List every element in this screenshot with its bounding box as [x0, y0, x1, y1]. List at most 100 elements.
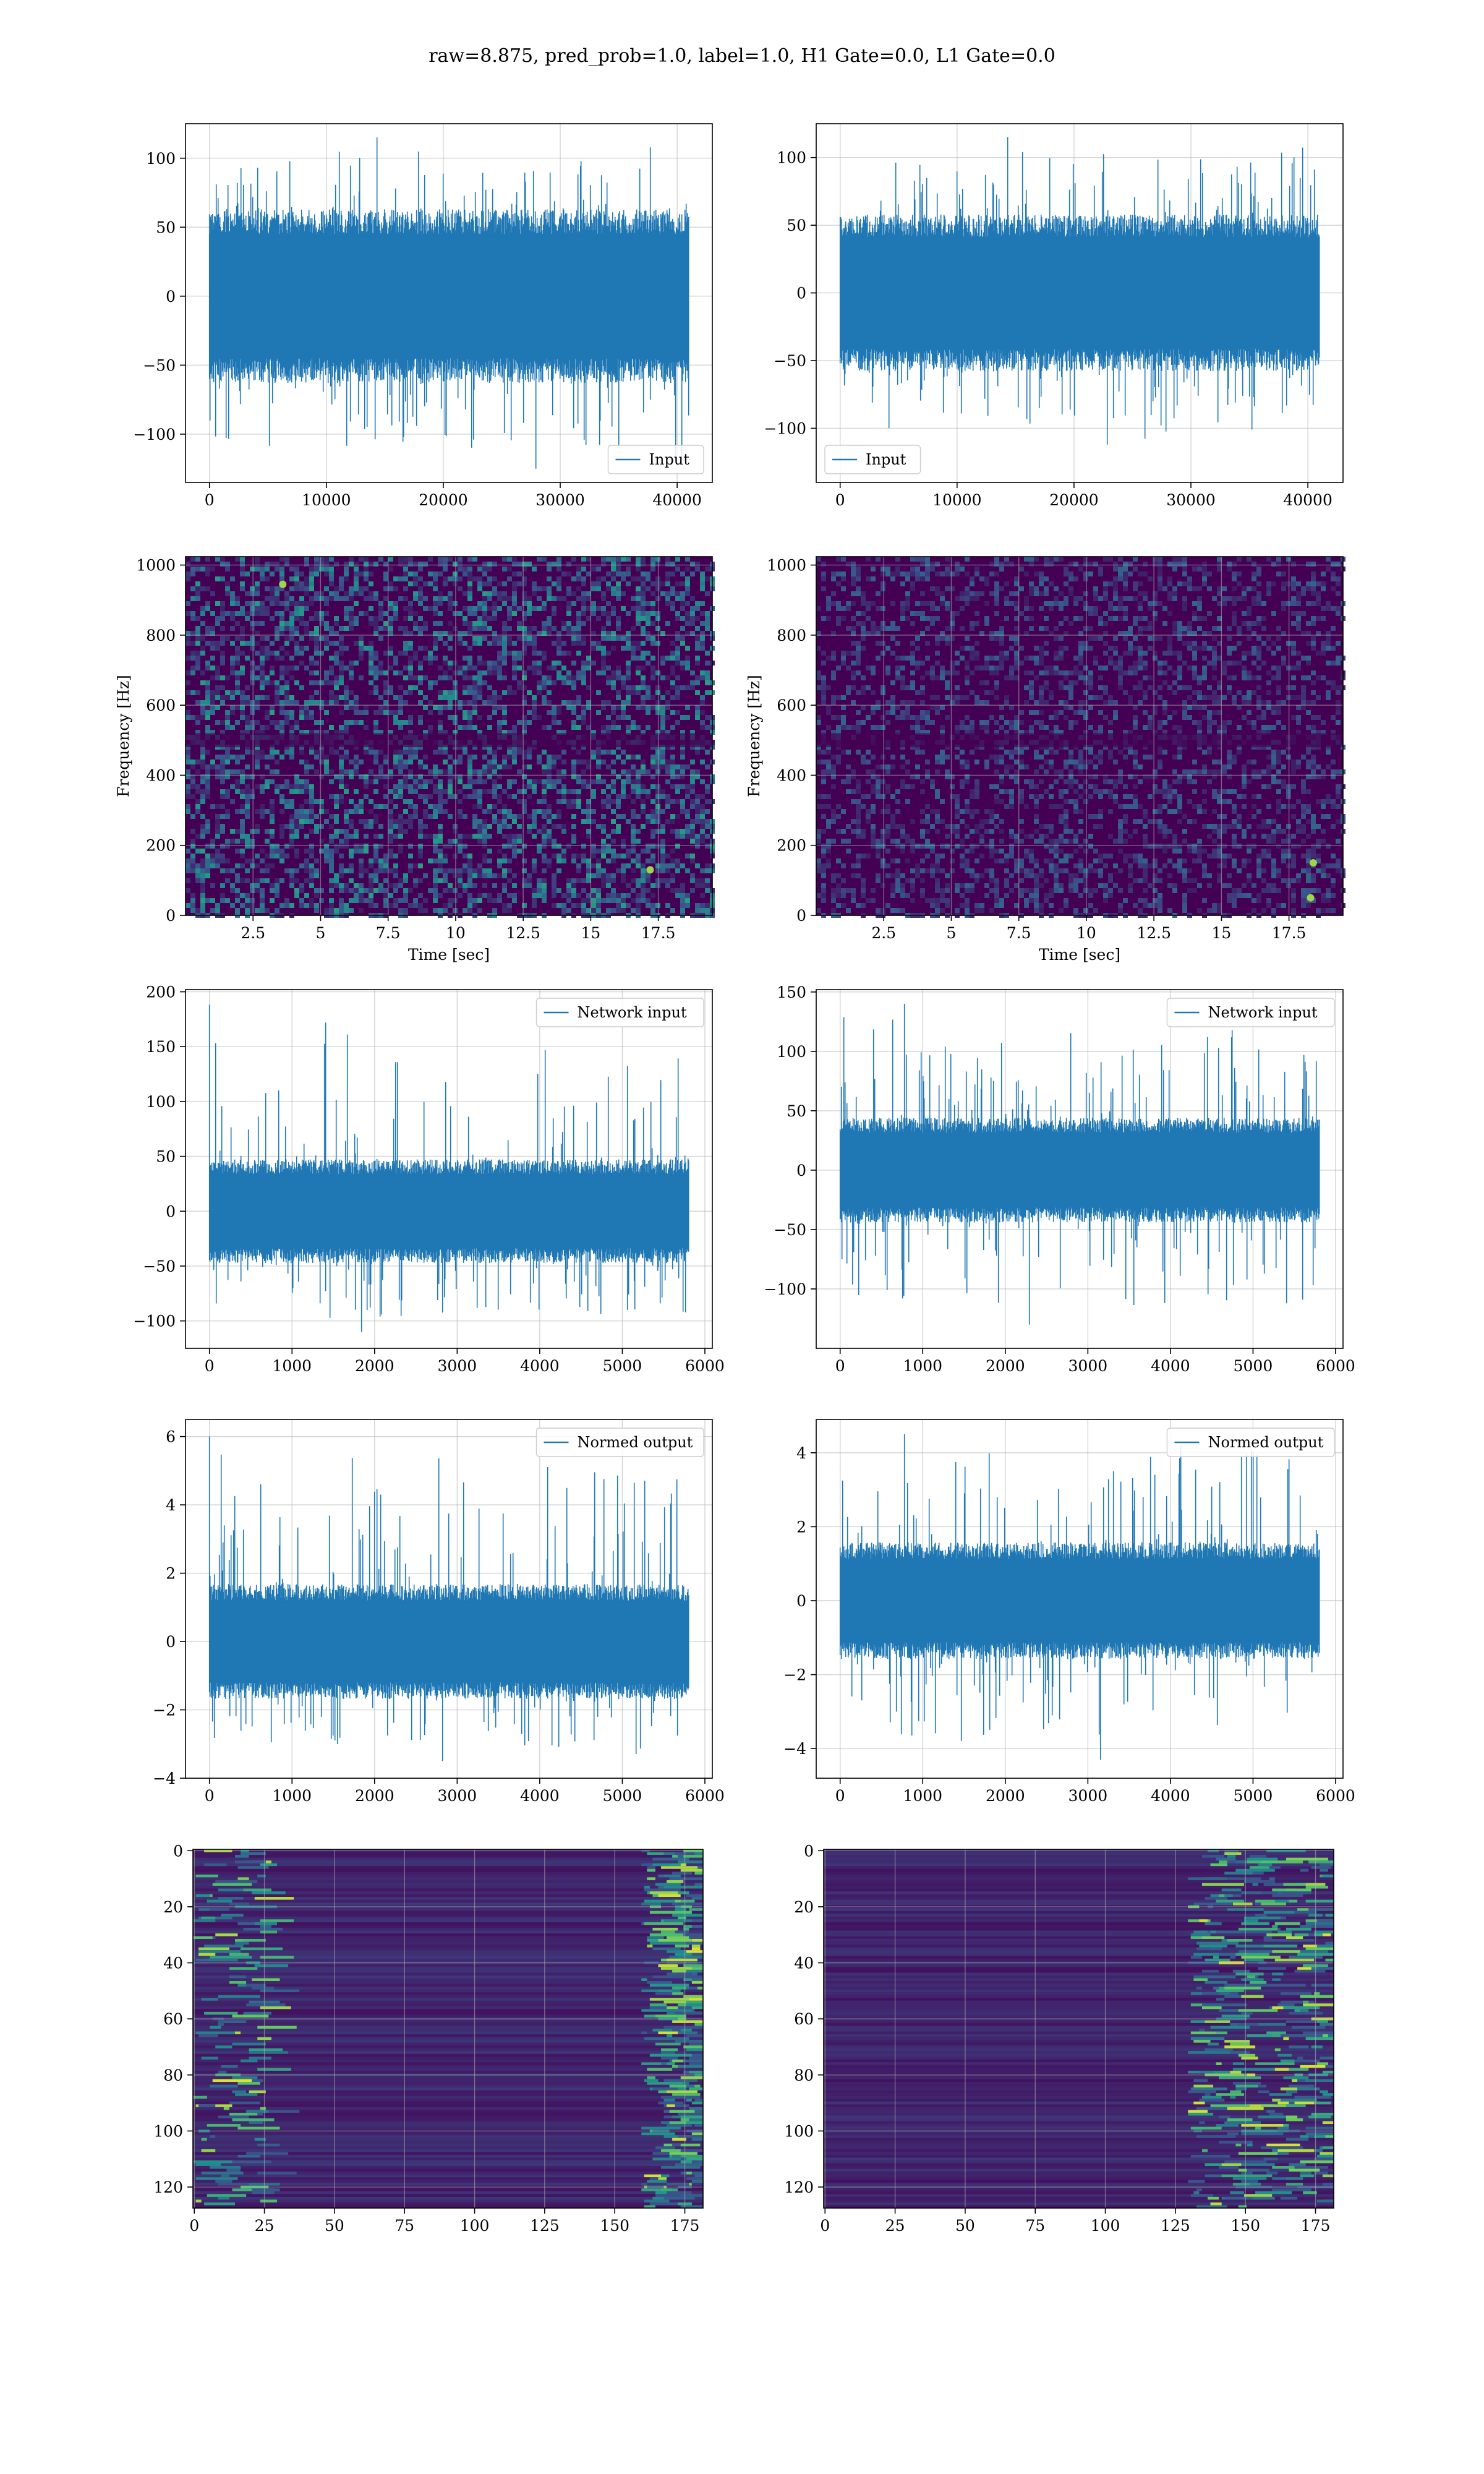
- spectrogram-cell: [1123, 576, 1128, 581]
- spectrogram-cell: [438, 789, 443, 794]
- spectrogram-cell: [260, 809, 265, 814]
- spectrogram-cell: [660, 858, 665, 863]
- spectrogram-cell: [1128, 670, 1133, 675]
- spectrogram-cell: [512, 571, 517, 576]
- spectrogram-cell: [364, 750, 369, 755]
- spectrogram-cell: [561, 774, 566, 779]
- spectrogram-cell: [477, 863, 482, 868]
- spectrogram-cell: [448, 839, 453, 844]
- spectrogram-cell: [680, 829, 685, 834]
- spectrogram-cell: [195, 769, 200, 774]
- spectrogram-cell: [245, 685, 250, 690]
- spectrogram-cell: [354, 804, 359, 809]
- spectrogram-cell: [561, 651, 566, 656]
- spectrogram-cell: [373, 562, 378, 567]
- spectrogram-cell: [616, 666, 621, 670]
- y-tick-label: 600: [146, 696, 176, 714]
- spectrogram-cell: [1167, 651, 1172, 656]
- spectrogram-cell: [960, 646, 965, 651]
- spectrogram-cell: [606, 616, 611, 621]
- spectrogram-cell: [205, 863, 210, 868]
- spectrogram-cell: [260, 695, 265, 700]
- spectrogram-cell: [581, 710, 586, 715]
- spectrogram-cell: [1162, 606, 1167, 611]
- y-tick-label: −50: [774, 352, 806, 370]
- spectrogram-cell: [502, 903, 507, 908]
- spectrogram-cell: [705, 661, 710, 666]
- spectrogram-cell: [359, 720, 364, 725]
- spectrogram-cell: [225, 794, 230, 799]
- spectrogram-cell: [289, 636, 294, 641]
- spectrogram-cell: [408, 819, 413, 824]
- spectrogram-cell: [448, 606, 453, 611]
- spectrogram-cell: [900, 571, 905, 576]
- spectrogram-cell: [522, 675, 527, 680]
- spectrogram-cell: [250, 839, 255, 844]
- spectrogram-cell: [279, 656, 284, 661]
- spectrogram-cell: [260, 849, 265, 854]
- spectrogram-cell: [561, 571, 566, 576]
- spectrogram-cell: [537, 596, 542, 601]
- spectrogram-cell: [279, 858, 284, 863]
- spectrogram-cell: [334, 829, 339, 834]
- spectrogram-cell: [245, 700, 250, 705]
- spectrogram-cell: [359, 883, 364, 888]
- spectrogram-cell: [339, 651, 344, 656]
- spectrogram-cell: [1177, 581, 1182, 586]
- spectrogram-cell: [571, 888, 576, 893]
- spectrogram-cell: [255, 700, 260, 705]
- spectrogram-cell: [329, 581, 334, 586]
- spectrogram-cell: [210, 631, 215, 636]
- spectrogram-cell: [245, 908, 250, 913]
- spectrogram-cell: [1291, 621, 1296, 626]
- spectrogram-cell: [920, 675, 925, 680]
- spectrogram-cell: [665, 868, 670, 873]
- spectrogram-cell: [1014, 656, 1019, 661]
- spectrogram-cell: [675, 646, 680, 651]
- spectrogram-cell: [428, 661, 433, 666]
- spectrogram-cell: [299, 646, 304, 651]
- spectrogram-cell: [354, 720, 359, 725]
- spectrogram-cell: [1266, 591, 1271, 596]
- spectrogram-cell: [876, 606, 881, 611]
- spectrogram-cell: [527, 824, 532, 829]
- spectrogram-cell: [532, 626, 537, 631]
- spectrogram-cell: [195, 641, 200, 646]
- spectrogram-cell: [1093, 656, 1098, 661]
- spectrogram-cell: [418, 586, 423, 591]
- spectrogram-cell: [225, 720, 230, 725]
- spectrogram-cell: [373, 854, 378, 858]
- spectrogram-cell: [240, 849, 245, 854]
- spectrogram-cell: [403, 571, 408, 576]
- spectrogram-cell: [364, 824, 369, 829]
- spectrogram-cell: [542, 626, 547, 631]
- y-tick-label: 50: [787, 216, 806, 234]
- spectrogram-cell: [349, 596, 354, 601]
- spectrogram-cell: [636, 557, 641, 562]
- spectrogram-cell: [547, 596, 552, 601]
- spectrogram-cell: [561, 730, 566, 735]
- spectrogram-cell: [1158, 586, 1162, 591]
- spectrogram-cell: [1073, 666, 1078, 670]
- spectrogram-cell: [950, 661, 955, 666]
- spectrogram-cell: [1187, 685, 1192, 690]
- spectrogram-cell: [304, 764, 309, 769]
- spectrogram-cell: [497, 819, 502, 824]
- spectrogram-cell: [915, 557, 920, 562]
- spectrogram-cell: [369, 666, 373, 670]
- spectrogram-cell: [680, 774, 685, 779]
- spectrogram-cell: [950, 616, 955, 621]
- spectrogram-cell: [324, 611, 329, 616]
- spectrogram-cell: [260, 675, 265, 680]
- spectrogram-cell: [314, 888, 319, 893]
- spectrogram-cell: [250, 621, 255, 626]
- spectrogram-cell: [492, 661, 497, 666]
- spectrogram-cell: [388, 690, 393, 695]
- spectrogram-cell: [1073, 616, 1078, 621]
- spectrogram-cell: [576, 715, 581, 720]
- spectrogram-cell: [1296, 616, 1301, 621]
- spectrogram-cell: [314, 562, 319, 567]
- spectrogram-cell: [472, 636, 477, 641]
- spectrogram-cell: [240, 715, 245, 720]
- spectrogram-cell: [641, 705, 646, 710]
